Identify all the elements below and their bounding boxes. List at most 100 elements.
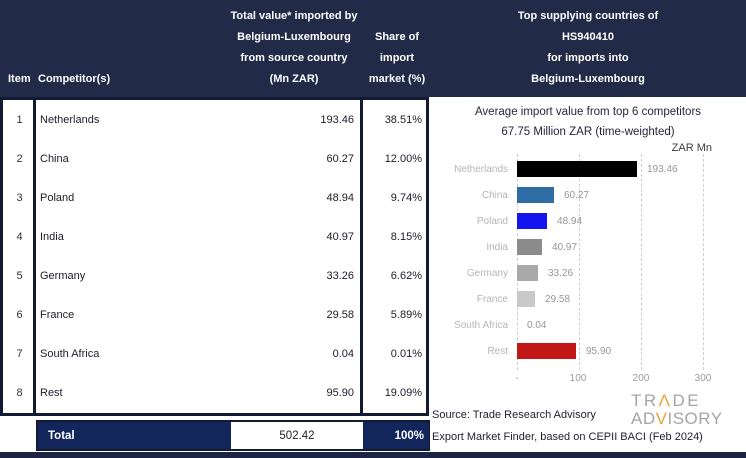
- column-header-total-value-line4: (Mn ZAR): [269, 73, 319, 85]
- row-share: 38.51%: [384, 113, 422, 126]
- bar-category-label: Netherlands: [454, 163, 508, 175]
- logo-text: TR: [631, 391, 659, 410]
- bar-value-label: 33.26: [548, 267, 574, 279]
- row-value: 95.90: [326, 387, 354, 400]
- row-competitor: South Africa: [40, 348, 100, 361]
- bar-category-label: South Africa: [454, 319, 508, 331]
- total-label: Total: [38, 422, 231, 449]
- bar-category-label: Poland: [476, 215, 508, 227]
- row-share: 12.00%: [384, 152, 422, 165]
- chart-row: Rest 95.90: [430, 338, 746, 364]
- chart-unit-label: ZAR Mn: [671, 142, 712, 154]
- chart-bar: [517, 239, 542, 255]
- column-header-total-value-line2: Belgium-Luxembourg: [237, 31, 351, 43]
- chart-row: India 40.97: [430, 234, 746, 260]
- bar-category-label: Germany: [466, 267, 508, 279]
- x-tick-300: 300: [694, 373, 712, 384]
- bar-value-label: 193.46: [647, 163, 678, 175]
- gridline-200: [641, 154, 642, 370]
- logo-vee-icon: V: [655, 409, 668, 428]
- chart-bar: [517, 213, 547, 229]
- panel-title-line1: Top supplying countries of: [517, 10, 659, 22]
- panel-title-line3: for imports into: [547, 52, 629, 64]
- bar-category-label: China: [481, 189, 508, 201]
- column-header-total-value-line1: Total value* imported by: [230, 10, 358, 22]
- row-share: 5.89%: [390, 309, 422, 322]
- table-row: 8 Rest 95.90 19.09%: [3, 374, 426, 413]
- column-header-share-line3: market (%): [368, 73, 426, 85]
- bar-value-label: 48.94: [557, 215, 583, 227]
- table-row: 1 Netherlands 193.46 38.51%: [3, 100, 426, 139]
- bottom-border-bar: [0, 452, 746, 458]
- row-share: 9.74%: [390, 191, 422, 204]
- chart-row: France 29.58: [430, 286, 746, 312]
- bar-value-label: 60.27: [564, 189, 590, 201]
- row-share: 6.62%: [390, 269, 422, 282]
- chart-row: South Africa 0.04: [430, 312, 746, 338]
- row-item-number: 7: [16, 348, 23, 361]
- chart-row: Germany 33.26: [430, 260, 746, 286]
- row-item-number: 6: [16, 309, 23, 322]
- row-item-number: 3: [16, 191, 23, 204]
- column-header-total-value: Total value* imported by Belgium-Luxembo…: [231, 6, 358, 90]
- table-row: 5 Germany 33.26 6.62%: [3, 256, 426, 295]
- gridline-300: [703, 154, 704, 370]
- row-value: 60.27: [326, 152, 354, 165]
- bar-value-label: 0.04: [527, 319, 547, 331]
- panel-title-line2: HS940410: [561, 31, 614, 43]
- row-item-number: 4: [16, 230, 23, 243]
- row-competitor: France: [40, 309, 75, 322]
- column-header-share: Share of import market (%): [369, 27, 425, 90]
- bar-category-label: France: [476, 293, 508, 305]
- logo-text: DE: [672, 391, 702, 410]
- chart-bar: [517, 187, 554, 203]
- bar-value-label: 29.58: [545, 293, 571, 305]
- row-share: 8.15%: [390, 230, 422, 243]
- row-value: 48.94: [326, 191, 354, 204]
- row-competitor: India: [40, 230, 64, 243]
- row-item-number: 8: [16, 387, 23, 400]
- chart-subtitle: 67.75 Million ZAR (time-weighted): [501, 126, 675, 138]
- table-row: 3 Poland 48.94 9.74%: [3, 178, 426, 217]
- row-competitor: Germany: [40, 269, 86, 282]
- column-header-item: Item: [8, 73, 31, 85]
- chart-bar: [517, 161, 637, 177]
- column-header-share-line2: import: [379, 52, 415, 64]
- logo-caret-icon: Λ: [658, 391, 673, 410]
- row-share: 19.09%: [384, 387, 422, 400]
- source-line-1: Source: Trade Research Advisory: [432, 409, 596, 421]
- table-header-strip: Item Competitor(s) Total value* imported…: [0, 0, 746, 97]
- competitors-table: 1 Netherlands 193.46 38.51% 2 China 60.27 …: [0, 97, 429, 416]
- trade-advisory-logo-line1: TRΛDE: [631, 392, 701, 410]
- gridline-0: [517, 154, 518, 370]
- chart-bar: [517, 343, 576, 359]
- x-tick-200: 200: [632, 373, 650, 384]
- total-value: 502.42: [231, 422, 363, 449]
- row-value: 193.46: [320, 113, 354, 126]
- trade-advisory-logo-line2: ADVISORY: [631, 410, 723, 428]
- panel-title-line4: Belgium-Luxembourg: [531, 73, 645, 85]
- table-row: 4 India 40.97 8.15%: [3, 217, 426, 256]
- table-row: 7 South Africa 0.04 0.01%: [3, 335, 426, 374]
- bar-value-label: 95.90: [586, 345, 612, 357]
- x-tick-100: 100: [569, 373, 587, 384]
- bar-category-label: Rest: [487, 345, 508, 357]
- logo-text: AD: [631, 409, 656, 428]
- gridline-100: [579, 154, 580, 370]
- column-header-share-line1: Share of: [374, 31, 419, 43]
- row-competitor: China: [40, 152, 69, 165]
- table-row: 6 France 29.58 5.89%: [3, 295, 426, 334]
- chart-row: China 60.27: [430, 182, 746, 208]
- total-share: 100%: [363, 422, 429, 449]
- row-share: 0.01%: [390, 348, 422, 361]
- source-line-2: Export Market Finder, based on CEPII BAC…: [432, 431, 703, 443]
- chart-row: Netherlands 193.46: [430, 156, 746, 182]
- row-value: 0.04: [332, 348, 354, 361]
- logo-text: ISORY: [667, 409, 723, 428]
- column-header-total-value-line3: from source country: [240, 52, 348, 64]
- row-value: 29.58: [326, 309, 354, 322]
- chart-panel: Average import value from top 6 competit…: [430, 97, 746, 452]
- row-item-number: 2: [16, 152, 23, 165]
- row-competitor: Rest: [40, 387, 63, 400]
